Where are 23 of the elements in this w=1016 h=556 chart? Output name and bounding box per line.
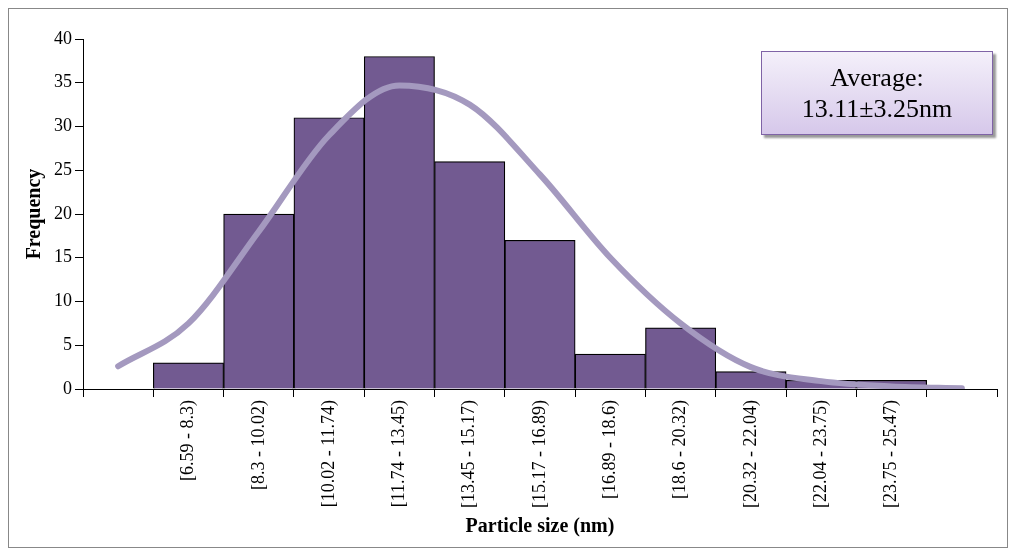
y-tick-label: 5 [63,334,72,354]
y-tick-label: 40 [54,27,72,48]
y-tick-label: 30 [54,115,72,136]
x-tick-label: [8.3 - 10.02) [247,400,269,490]
x-tick-label: [22.04 - 23.75) [809,400,831,508]
x-axis-title: Particle size (nm) [465,514,615,538]
y-tick-label: 20 [54,202,72,223]
y-tick-label: 10 [54,290,72,311]
x-tick-label: [6.59 - 8.3) [177,400,199,481]
y-tick-label: 35 [54,71,72,92]
x-tick-label: [20.32 - 22.04) [739,400,761,508]
x-tick-label: [18.6 - 20.32) [669,400,691,499]
x-tick-label: [10.02 - 11.74) [317,400,339,508]
x-tick-label: [23.75 - 25.47) [880,400,902,508]
x-tick-label: [15.17 - 16.89) [528,400,550,508]
x-tick-label: [16.89 - 18.6) [599,400,621,499]
y-tick-label: 15 [54,246,72,267]
x-tick-label: [13.45 - 15.17) [458,400,480,508]
annotation: Average: 13.11±3.25nm [761,51,993,136]
y-axis-title: Frequency [22,168,46,260]
x-tick-label: [11.74 - 13.45) [388,400,410,508]
y-tick-label: 25 [54,158,72,179]
y-tick-label: 0 [63,377,72,398]
